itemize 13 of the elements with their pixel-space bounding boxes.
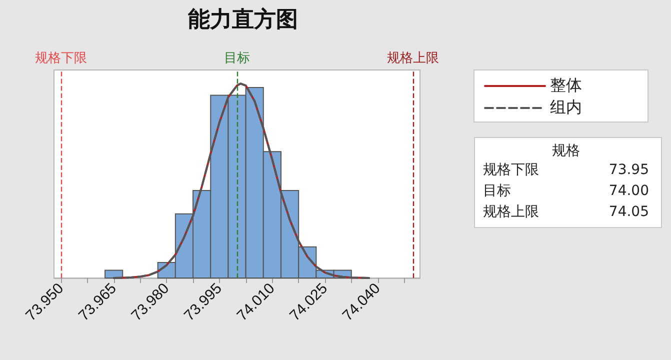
legend-label: 整体 [550,78,582,94]
ref-line-label: 规格下限 [35,50,88,65]
legend-label: 组内 [550,98,582,116]
chart-title: 能力直方图 [188,6,298,32]
text: 规格 [551,142,581,160]
text: 74.05 [608,203,649,222]
text: 规格下限 [483,161,539,180]
ref-line-label: 目标 [224,50,250,65]
text: 74.00 [608,182,649,201]
text: 73.95 [608,161,649,180]
ref-line-label: 规格上限 [386,50,439,65]
text: 目标 [483,182,511,201]
text: 规格上限 [483,203,539,222]
